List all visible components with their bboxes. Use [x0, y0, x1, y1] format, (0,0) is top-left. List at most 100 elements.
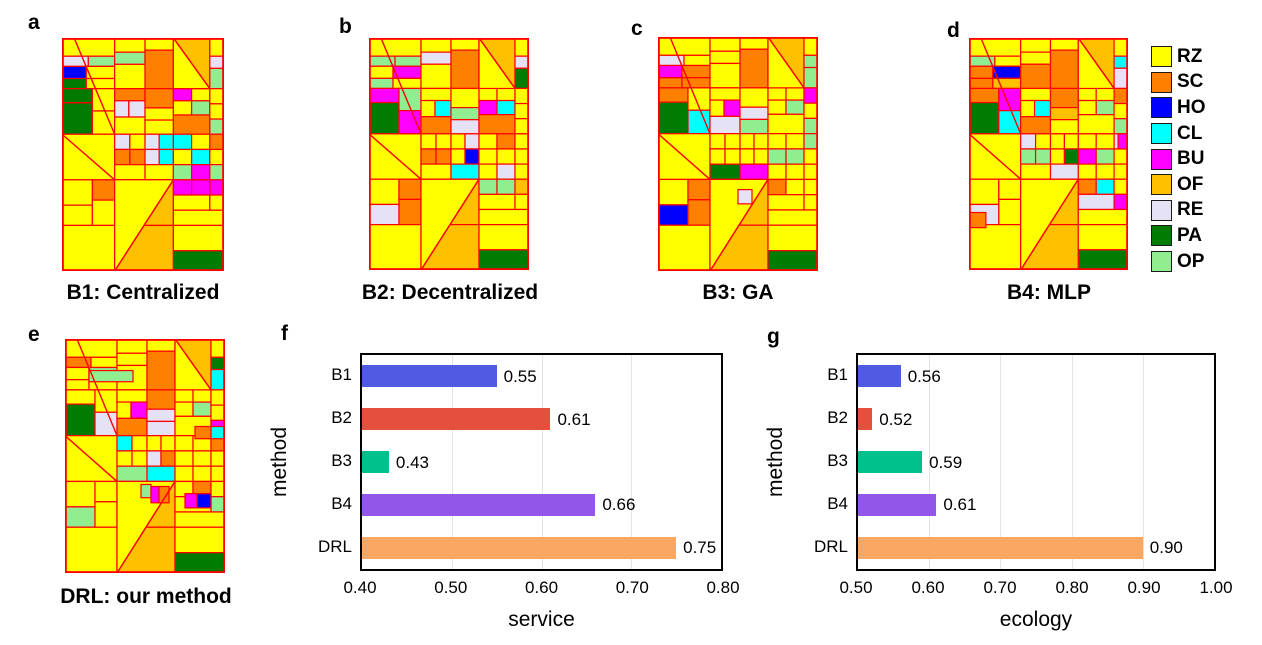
parcel	[1113, 38, 1128, 57]
gridline	[541, 355, 543, 569]
parcel	[172, 164, 193, 181]
parcel	[210, 465, 225, 483]
x-tick-label: 0.40	[343, 578, 377, 597]
parcel	[1113, 102, 1128, 120]
parcel	[1034, 148, 1052, 165]
parcel	[144, 164, 174, 181]
parcel	[767, 133, 787, 150]
parcel	[116, 450, 133, 467]
parcel	[1095, 148, 1115, 165]
parcel	[146, 435, 162, 452]
parcel	[478, 87, 498, 102]
gridline	[451, 355, 453, 569]
parcel	[190, 148, 211, 166]
legend-label: RZ	[1177, 45, 1203, 67]
parcel	[709, 87, 741, 101]
legend-swatch-cl	[1151, 123, 1172, 145]
legend-item-cl: CL	[1151, 121, 1206, 147]
legend-label: HO	[1177, 96, 1206, 118]
parcel	[514, 178, 529, 195]
parcel	[1049, 106, 1079, 121]
parcel	[992, 77, 1022, 90]
parcel	[435, 133, 452, 150]
parcel	[172, 88, 193, 102]
parcel	[62, 88, 93, 104]
parcel	[146, 389, 176, 410]
parcel	[420, 87, 452, 102]
parcel	[724, 133, 741, 150]
parcel	[658, 87, 689, 103]
parcel	[514, 133, 529, 150]
parcel	[658, 101, 689, 135]
parcel	[174, 465, 194, 483]
parcel	[739, 133, 755, 150]
parcel	[478, 99, 498, 116]
parcel	[114, 164, 146, 181]
parcel	[210, 356, 225, 371]
parcel	[62, 77, 87, 90]
gridline	[1000, 355, 1002, 569]
parcel	[969, 77, 994, 90]
map-border	[65, 339, 225, 573]
landuse-legend: RZ SC HO CL BU OF RE PA OP	[1151, 44, 1206, 274]
parcel	[114, 51, 146, 65]
street-diagonal	[174, 339, 212, 391]
parcel	[709, 62, 741, 89]
category-label-b3: B3	[331, 451, 352, 470]
x-tick-label: 0.80	[1055, 578, 1089, 597]
parcel	[420, 116, 452, 135]
parcel	[478, 208, 529, 226]
x-axis-title-ecology: ecology	[999, 608, 1073, 631]
parcel	[496, 99, 516, 116]
parcel	[174, 511, 225, 528]
parcel	[114, 116, 146, 135]
parcel	[190, 179, 211, 196]
parcel	[210, 450, 225, 467]
parcel	[1077, 87, 1097, 102]
legend-item-sc: SC	[1151, 70, 1206, 96]
parcel	[94, 501, 118, 528]
parcel	[709, 115, 741, 135]
parcel	[209, 67, 224, 90]
parcel	[739, 48, 769, 89]
street-diagonal	[1020, 178, 1079, 270]
parcel	[1020, 99, 1036, 118]
legend-label: PA	[1177, 224, 1202, 246]
parcel	[146, 420, 176, 437]
parcel	[172, 194, 211, 211]
parcel	[369, 38, 422, 57]
street-diagonal	[658, 133, 711, 180]
map-border	[969, 38, 1128, 270]
legend-label: OP	[1177, 250, 1205, 272]
parcel	[478, 178, 498, 195]
parcel	[210, 496, 225, 513]
landuse-map-drl	[65, 339, 225, 573]
parcel	[450, 49, 480, 90]
bar-value-label: 0.90	[1149, 538, 1183, 558]
parcel	[739, 148, 755, 165]
parcel	[687, 178, 711, 201]
parcel	[420, 148, 437, 165]
bar-value-label: 0.55	[503, 366, 537, 386]
parcel	[998, 110, 1022, 135]
parcel	[1077, 99, 1097, 116]
parcel	[739, 118, 769, 135]
parcel	[709, 133, 726, 150]
parcel	[209, 38, 224, 57]
parcel	[1077, 114, 1115, 135]
legend-swatch-ho	[1151, 97, 1172, 119]
parcel	[116, 352, 148, 367]
legend-label: BU	[1177, 148, 1205, 170]
x-tick-label: 0.60	[911, 578, 945, 597]
parcel	[1095, 99, 1115, 116]
street-diagonal	[369, 133, 422, 180]
bar-value-label: 0.75	[683, 538, 717, 558]
parcel	[1034, 133, 1052, 150]
legend-swatch-op	[1151, 251, 1172, 273]
parcel	[146, 408, 176, 423]
landuse-map-b3-ga	[658, 37, 818, 271]
parcel	[196, 493, 212, 509]
parcel	[174, 389, 194, 403]
map-caption-b1: B1: Centralized	[66, 281, 220, 304]
gridline	[1071, 355, 1073, 569]
